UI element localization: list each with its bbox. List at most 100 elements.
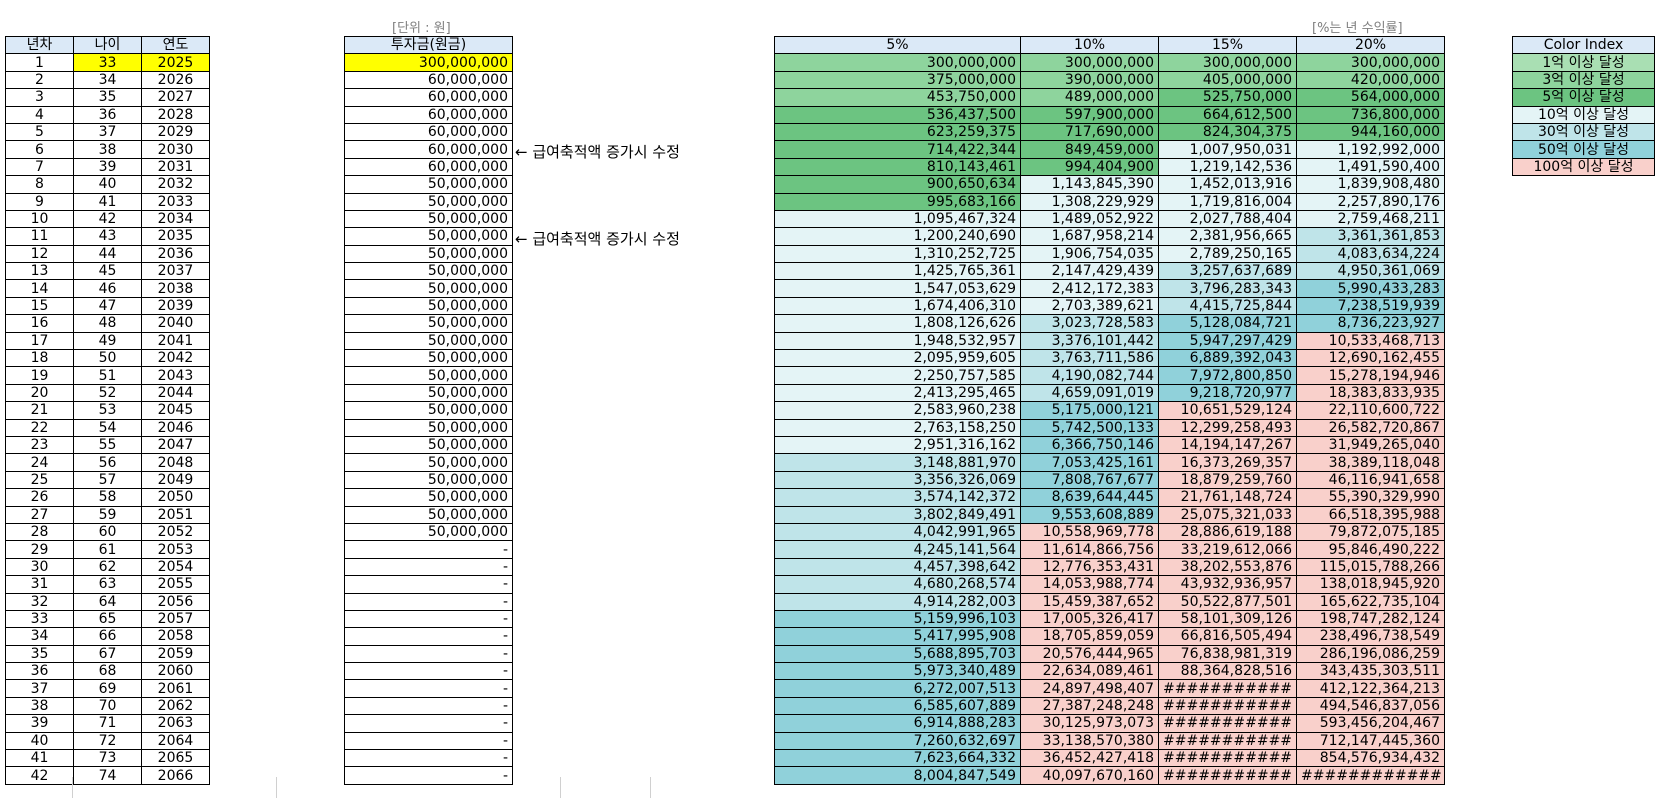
cell-rate-value[interactable]: ############ — [1296, 766, 1445, 785]
cell-rate-value[interactable]: 50,522,877,501 — [1158, 592, 1297, 611]
cell-rate-value[interactable]: 18,705,859,059 — [1020, 627, 1159, 646]
cell-rate-value[interactable]: 390,000,000 — [1020, 70, 1159, 90]
cell-rate-value[interactable]: ########### — [1158, 749, 1297, 768]
cell-age[interactable]: 55 — [73, 435, 142, 455]
cell-age[interactable]: 68 — [73, 662, 142, 681]
cell-year-no[interactable]: 7 — [5, 157, 74, 177]
cell-rate-value[interactable]: 36,452,427,418 — [1020, 749, 1159, 768]
cell-age[interactable]: 66 — [73, 627, 142, 646]
cell-year-no[interactable]: 27 — [5, 505, 74, 524]
cell-investment[interactable]: - — [344, 592, 513, 611]
cell-year-no[interactable]: 14 — [5, 279, 74, 298]
cell-investment[interactable]: 50,000,000 — [344, 331, 513, 351]
cell-rate-value[interactable]: 593,456,204,467 — [1296, 714, 1445, 733]
cell-investment[interactable]: 50,000,000 — [344, 244, 513, 264]
cell-investment[interactable]: 50,000,000 — [344, 314, 513, 333]
cell-age[interactable]: 57 — [73, 470, 142, 490]
cell-rate-value[interactable]: 2,257,890,176 — [1296, 192, 1445, 211]
cell-rate-value[interactable]: 88,364,828,516 — [1158, 662, 1297, 681]
cell-rate-value[interactable]: 2,583,960,238 — [774, 401, 1021, 420]
header-year-no[interactable]: 년차 — [5, 35, 74, 55]
cell-rate-value[interactable]: 5,128,084,721 — [1158, 314, 1297, 333]
cell-rate-value[interactable]: 623,259,375 — [774, 122, 1021, 142]
cell-rate-value[interactable]: 5,175,000,121 — [1020, 401, 1159, 420]
cell-rate-value[interactable]: 27,387,248,248 — [1020, 696, 1159, 716]
cell-year-no[interactable]: 22 — [5, 418, 74, 437]
cell-rate-value[interactable]: 412,122,364,213 — [1296, 679, 1445, 698]
cell-rate-value[interactable]: 5,973,340,489 — [774, 662, 1021, 681]
cell-investment[interactable]: - — [344, 644, 513, 664]
cell-year[interactable]: 2049 — [141, 470, 210, 490]
cell-year-no[interactable]: 28 — [5, 522, 74, 542]
cell-investment[interactable]: - — [344, 766, 513, 785]
cell-rate-value[interactable]: 2,759,468,211 — [1296, 209, 1445, 229]
cell-rate-value[interactable]: 3,763,711,586 — [1020, 349, 1159, 368]
cell-rate-value[interactable]: 11,614,866,756 — [1020, 540, 1159, 559]
cell-rate-value[interactable]: 10,651,529,124 — [1158, 401, 1297, 420]
cell-investment[interactable]: 60,000,000 — [344, 122, 513, 142]
cell-year[interactable]: 2026 — [141, 70, 210, 90]
cell-year-no[interactable]: 42 — [5, 766, 74, 785]
cell-rate-value[interactable]: 20,576,444,965 — [1020, 644, 1159, 664]
cell-rate-value[interactable]: 1,095,467,324 — [774, 209, 1021, 229]
cell-rate-value[interactable]: 8,639,644,445 — [1020, 488, 1159, 507]
cell-rate-value[interactable]: 4,415,725,844 — [1158, 296, 1297, 316]
cell-rate-value[interactable]: 4,245,141,564 — [774, 540, 1021, 559]
cell-age[interactable]: 50 — [73, 349, 142, 368]
cell-rate-value[interactable]: 6,889,392,043 — [1158, 349, 1297, 368]
cell-year-no[interactable]: 16 — [5, 314, 74, 333]
cell-year-no[interactable]: 19 — [5, 366, 74, 385]
cell-rate-value[interactable]: 1,425,765,361 — [774, 262, 1021, 281]
cell-rate-value[interactable]: 7,808,767,677 — [1020, 470, 1159, 490]
cell-investment[interactable]: - — [344, 627, 513, 646]
cell-age[interactable]: 51 — [73, 366, 142, 385]
cell-year-no[interactable]: 23 — [5, 435, 74, 455]
cell-year[interactable]: 2033 — [141, 192, 210, 211]
color-index-item[interactable]: 50억 이상 달성 — [1512, 140, 1655, 159]
cell-rate-value[interactable]: 25,075,321,033 — [1158, 505, 1297, 524]
header-year[interactable]: 연도 — [141, 35, 210, 55]
cell-rate-value[interactable]: 18,879,259,760 — [1158, 470, 1297, 490]
cell-rate-value[interactable]: 4,914,282,003 — [774, 592, 1021, 611]
cell-rate-value[interactable]: 1,491,590,400 — [1296, 157, 1445, 177]
cell-rate-value[interactable]: 1,808,126,626 — [774, 314, 1021, 333]
cell-investment[interactable]: 50,000,000 — [344, 383, 513, 403]
cell-rate-value[interactable]: 3,356,326,069 — [774, 470, 1021, 490]
cell-rate-value[interactable]: 5,742,500,133 — [1020, 418, 1159, 437]
cell-investment[interactable]: - — [344, 557, 513, 577]
cell-year-no[interactable]: 4 — [5, 105, 74, 124]
cell-rate-value[interactable]: 16,373,269,357 — [1158, 453, 1297, 472]
cell-rate-value[interactable]: ########### — [1158, 731, 1297, 751]
cell-age[interactable]: 45 — [73, 262, 142, 281]
cell-rate-value[interactable]: 5,159,996,103 — [774, 609, 1021, 629]
cell-rate-value[interactable]: 26,582,720,867 — [1296, 418, 1445, 437]
cell-age[interactable]: 34 — [73, 70, 142, 90]
cell-investment[interactable]: 300,000,000 — [344, 53, 513, 72]
cell-year[interactable]: 2064 — [141, 731, 210, 751]
cell-investment[interactable]: - — [344, 696, 513, 716]
cell-rate-value[interactable]: 2,147,429,439 — [1020, 262, 1159, 281]
cell-rate-value[interactable]: 165,622,735,104 — [1296, 592, 1445, 611]
cell-rate-value[interactable]: ########### — [1158, 679, 1297, 698]
cell-rate-value[interactable]: 14,053,988,774 — [1020, 575, 1159, 594]
cell-rate-value[interactable]: 3,376,101,442 — [1020, 331, 1159, 351]
cell-rate-value[interactable]: 38,202,553,876 — [1158, 557, 1297, 577]
cell-rate-value[interactable]: 2,789,250,165 — [1158, 244, 1297, 264]
cell-investment[interactable]: - — [344, 662, 513, 681]
cell-year-no[interactable]: 3 — [5, 88, 74, 107]
cell-rate-value[interactable]: 2,381,956,665 — [1158, 227, 1297, 246]
cell-rate-value[interactable]: 12,776,353,431 — [1020, 557, 1159, 577]
cell-rate-value[interactable]: 712,147,445,360 — [1296, 731, 1445, 751]
cell-year-no[interactable]: 38 — [5, 696, 74, 716]
cell-rate-value[interactable]: 1,219,142,536 — [1158, 157, 1297, 177]
cell-rate-value[interactable]: 1,687,958,214 — [1020, 227, 1159, 246]
cell-rate-value[interactable]: 453,750,000 — [774, 88, 1021, 107]
cell-rate-value[interactable]: 7,238,519,939 — [1296, 296, 1445, 316]
color-index-item[interactable]: 30억 이상 달성 — [1512, 122, 1655, 142]
cell-rate-value[interactable]: 1,310,252,725 — [774, 244, 1021, 264]
cell-rate-value[interactable]: 900,650,634 — [774, 175, 1021, 194]
cell-year-no[interactable]: 2 — [5, 70, 74, 90]
cell-rate-value[interactable]: 944,160,000 — [1296, 122, 1445, 142]
cell-year[interactable]: 2027 — [141, 88, 210, 107]
cell-rate-value[interactable]: 79,872,075,185 — [1296, 522, 1445, 542]
